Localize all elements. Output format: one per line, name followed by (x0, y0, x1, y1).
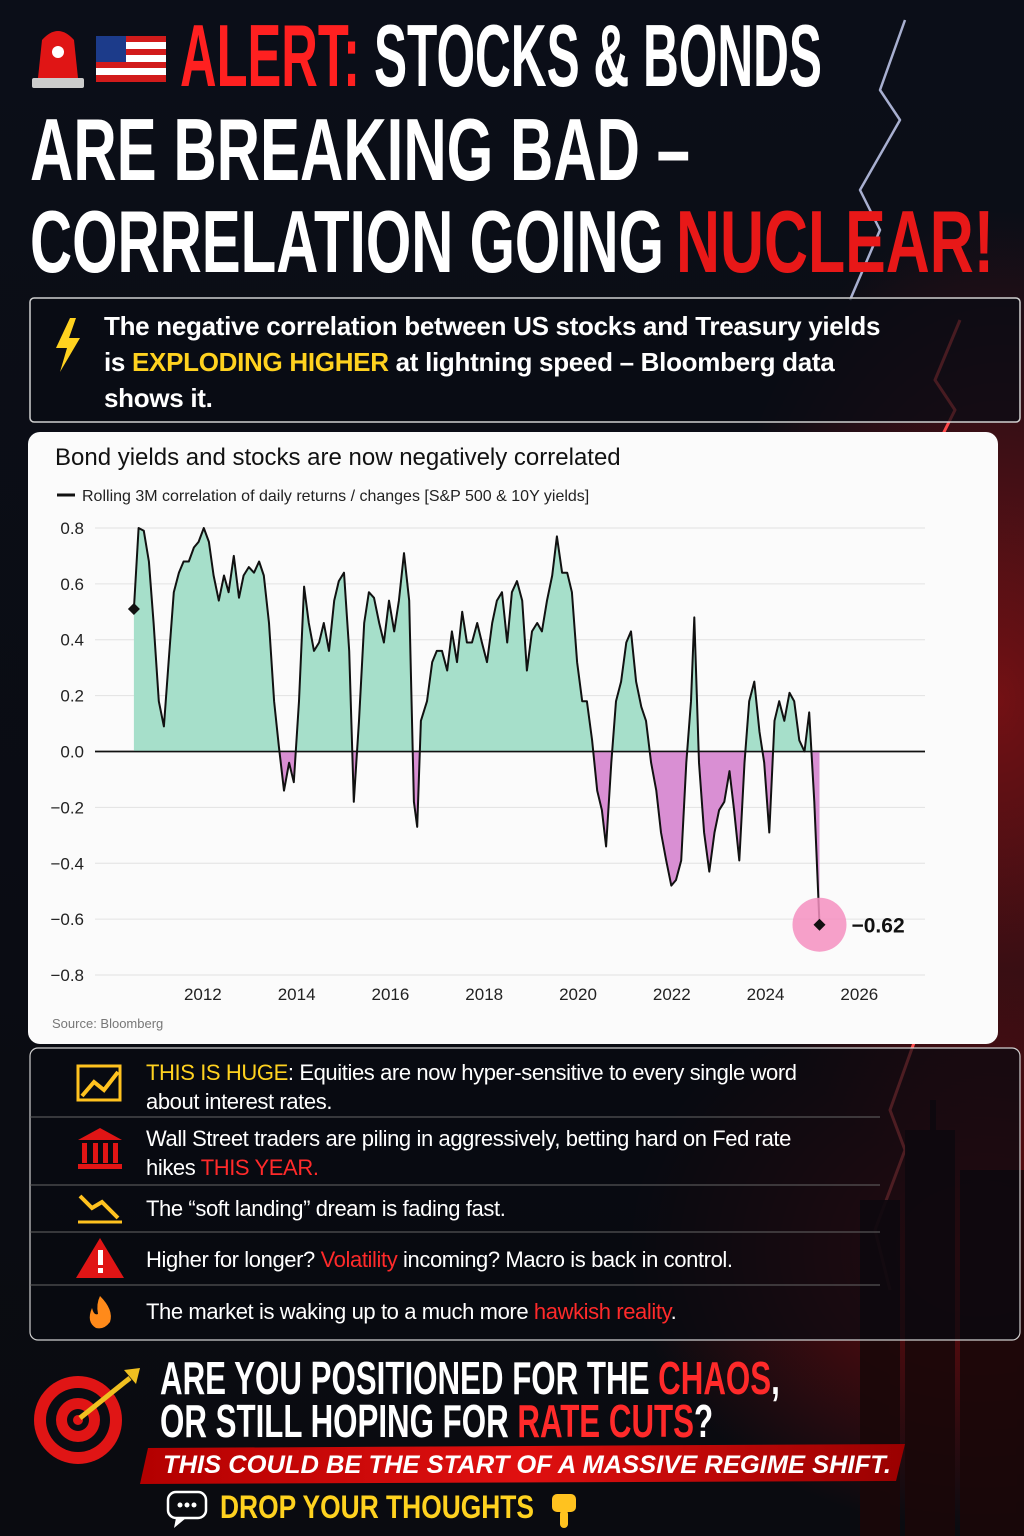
highlight: Volatility (320, 1247, 398, 1272)
y-tick-label: 0.4 (60, 631, 84, 650)
cta-accent: RATE CUTS (517, 1396, 694, 1447)
text: The market is waking up to a much more (146, 1299, 534, 1324)
title: ALERT: STOCKS & BONDS ARE BREAKING BAD –… (30, 6, 994, 291)
text: : Equities are now hyper-sensitive to ev… (146, 1060, 797, 1114)
x-tick-label: 2026 (840, 985, 878, 1004)
cta-question: ARE YOU POSITIONED FOR THE CHAOS, OR STI… (160, 1353, 780, 1447)
bullet: THIS IS HUGE: Equities are now hyper-sen… (146, 1058, 836, 1116)
text: incoming? Macro is back in control. (397, 1247, 733, 1272)
text: Wall Street traders are piling in aggres… (146, 1126, 791, 1180)
y-tick-label: −0.8 (50, 966, 84, 985)
y-tick-label: 0.0 (60, 743, 84, 762)
x-tick-label: 2024 (747, 985, 785, 1004)
banner-strip (140, 1444, 905, 1484)
legend-label: Rolling 3M correlation of daily returns … (82, 488, 589, 505)
text: The negative correlation between US stoc… (104, 311, 881, 377)
x-tick-label: 2012 (184, 985, 222, 1004)
cta-accent: CHAOS (658, 1353, 771, 1404)
text: . (670, 1299, 677, 1324)
text: The “soft landing” dream is fading fast. (146, 1196, 506, 1221)
end-marker (813, 918, 826, 931)
chart-title: Bond yields and stocks are now negativel… (55, 444, 621, 471)
y-tick-label: −0.2 (50, 798, 84, 817)
title-icons (32, 31, 166, 88)
title-accent: ALERT: (180, 6, 360, 105)
y-tick-label: 0.6 (60, 575, 84, 594)
y-tick-label: 0.8 (60, 519, 84, 538)
bullet: The “soft landing” dream is fading fast. (146, 1194, 836, 1223)
x-tick-label: 2020 (559, 985, 597, 1004)
title-text: CORRELATION GOING (30, 192, 664, 291)
bullet: Wall Street traders are piling in aggres… (146, 1124, 836, 1182)
annotation: −0.62 (851, 915, 904, 938)
x-tick-label: 2016 (372, 985, 410, 1004)
cta-text: OR STILL HOPING FOR (160, 1396, 517, 1447)
highlight: EXPLODING HIGHER (132, 347, 389, 377)
line (132, 527, 821, 925)
y-tick-label: 0.2 (60, 687, 84, 706)
hand-icon (552, 1494, 576, 1528)
title-text: STOCKS & BONDS (374, 6, 822, 105)
cta-text: , (771, 1353, 780, 1404)
text: Higher for longer? (146, 1247, 321, 1272)
y-tick-label: −0.4 (50, 854, 84, 873)
x-tick-label: 2018 (465, 985, 503, 1004)
title-accent: NUCLEAR! (676, 192, 994, 291)
cta-prompt: DROP YOUR THOUGHTS (220, 1489, 534, 1525)
bolt-icon (56, 318, 80, 372)
bullet-dividers (30, 1116, 880, 1286)
bullet-icons (76, 1064, 124, 1329)
target-icon (34, 1368, 140, 1464)
bullet: Higher for longer? Volatility incoming? … (146, 1245, 836, 1274)
banner-text: THIS COULD BE THE START OF A MASSIVE REG… (163, 1451, 891, 1479)
callout-text: The negative correlation between US stoc… (104, 308, 884, 416)
y-tick-label: −0.6 (50, 910, 84, 929)
callout-box (29, 297, 1021, 423)
bullet-panel (29, 1047, 1021, 1341)
x-tick-label: 2014 (278, 985, 316, 1004)
text: at lightning speed – Bloomberg data show… (104, 347, 835, 413)
start-marker (127, 603, 140, 615)
cta-line: OR STILL HOPING FOR RATE CUTS? (160, 1396, 713, 1447)
bullet: The market is waking up to a much more h… (146, 1297, 836, 1326)
cta-line: ARE YOU POSITIONED FOR THE CHAOS, (160, 1353, 780, 1404)
title-text: ARE BREAKING BAD – (30, 100, 690, 199)
area-positive (133, 528, 820, 752)
highlight: hawkish reality (533, 1299, 671, 1324)
highlight: THIS IS HUGE (146, 1060, 288, 1085)
chat-icon (166, 1490, 208, 1528)
chart-source: Source: Bloomberg (52, 1016, 163, 1031)
cta-text: ? (694, 1396, 713, 1447)
highlight: THIS YEAR. (200, 1155, 319, 1180)
x-tick-label: 2022 (653, 985, 691, 1004)
cta-text: ARE YOU POSITIONED FOR THE (160, 1353, 658, 1404)
